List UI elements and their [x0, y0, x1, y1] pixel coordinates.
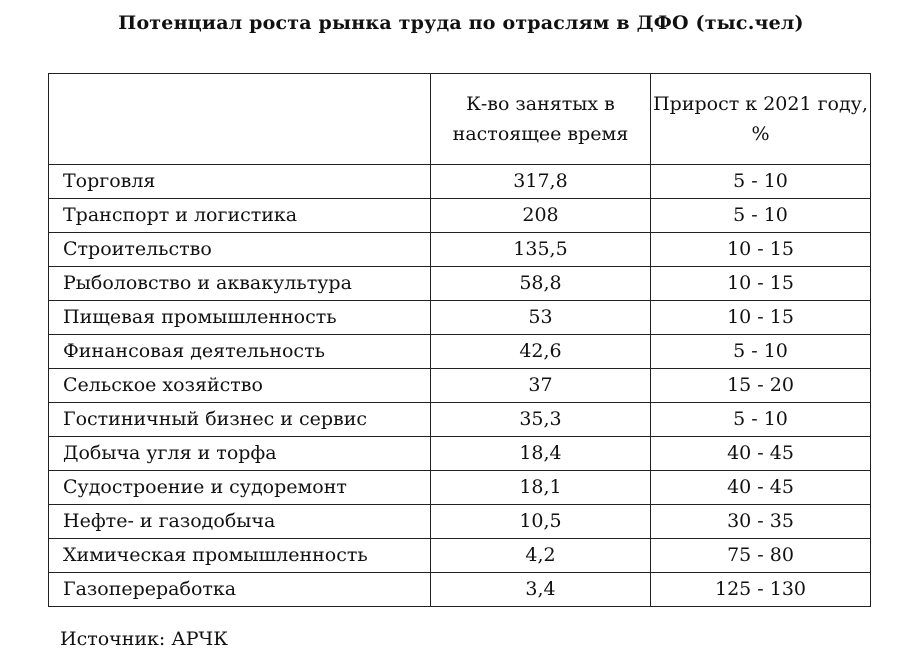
table-row: Пищевая промышленность 53 10 - 15 [48, 300, 871, 335]
employed-cell: 135,5 [430, 232, 651, 267]
employed-cell: 208 [430, 198, 651, 233]
employed-cell: 4,2 [430, 538, 651, 573]
table-row: Финансовая деятельность 42,6 5 - 10 [48, 334, 871, 369]
industry-cell: Судостроение и судоремонт [48, 470, 431, 505]
industry-cell: Нефте- и газодобыча [48, 504, 431, 539]
growth-cell: 75 - 80 [650, 538, 871, 573]
table-row: Строительство 135,5 10 - 15 [48, 232, 871, 267]
table-row: Химическая промышленность 4,2 75 - 80 [48, 538, 871, 573]
page-title: Потенциал роста рынка труда по отраслям … [118, 12, 804, 34]
growth-cell: 15 - 20 [650, 368, 871, 403]
growth-cell: 5 - 10 [650, 164, 871, 199]
industry-cell: Химическая промышленность [48, 538, 431, 573]
table-row: Добыча угля и торфа 18,4 40 - 45 [48, 436, 871, 471]
growth-cell: 10 - 15 [650, 266, 871, 301]
table-row: Торговля 317,8 5 - 10 [48, 164, 871, 199]
employed-cell: 37 [430, 368, 651, 403]
growth-cell: 5 - 10 [650, 402, 871, 437]
growth-cell: 10 - 15 [650, 232, 871, 267]
growth-cell: 40 - 45 [650, 436, 871, 471]
employed-cell: 317,8 [430, 164, 651, 199]
industry-cell: Торговля [48, 164, 431, 199]
industry-cell: Газопереработка [48, 572, 431, 607]
source-note: Источник: АРЧК [60, 628, 228, 650]
employed-cell: 42,6 [430, 334, 651, 369]
employed-cell: 58,8 [430, 266, 651, 301]
industry-cell: Финансовая деятельность [48, 334, 431, 369]
table-row: Рыболовство и аквакультура 58,8 10 - 15 [48, 266, 871, 301]
growth-cell: 125 - 130 [650, 572, 871, 607]
header-growth: Прирост к 2021 году, % [650, 73, 871, 165]
table-row: Гостиничный бизнес и сервис 35,3 5 - 10 [48, 402, 871, 437]
employed-cell: 53 [430, 300, 651, 335]
table-header-row: К-во занятых в настоящее время Прирост к… [48, 73, 871, 165]
growth-cell: 40 - 45 [650, 470, 871, 505]
industry-cell: Транспорт и логистика [48, 198, 431, 233]
table-row: Транспорт и логистика 208 5 - 10 [48, 198, 871, 233]
header-industry [48, 73, 431, 165]
header-employed: К-во занятых в настоящее время [430, 73, 651, 165]
industry-cell: Гостиничный бизнес и сервис [48, 402, 431, 437]
employed-cell: 35,3 [430, 402, 651, 437]
table-row: Нефте- и газодобыча 10,5 30 - 35 [48, 504, 871, 539]
growth-cell: 5 - 10 [650, 334, 871, 369]
table-row: Сельское хозяйство 37 15 - 20 [48, 368, 871, 403]
table-row: Судостроение и судоремонт 18,1 40 - 45 [48, 470, 871, 505]
employed-cell: 10,5 [430, 504, 651, 539]
employed-cell: 18,1 [430, 470, 651, 505]
table-row: Газопереработка 3,4 125 - 130 [48, 572, 871, 607]
growth-cell: 5 - 10 [650, 198, 871, 233]
industry-cell: Строительство [48, 232, 431, 267]
industry-cell: Сельское хозяйство [48, 368, 431, 403]
employed-cell: 18,4 [430, 436, 651, 471]
industry-table: К-во занятых в настоящее время Прирост к… [48, 73, 871, 607]
industry-cell: Пищевая промышленность [48, 300, 431, 335]
growth-cell: 10 - 15 [650, 300, 871, 335]
growth-cell: 30 - 35 [650, 504, 871, 539]
employed-cell: 3,4 [430, 572, 651, 607]
industry-cell: Рыболовство и аквакультура [48, 266, 431, 301]
industry-cell: Добыча угля и торфа [48, 436, 431, 471]
